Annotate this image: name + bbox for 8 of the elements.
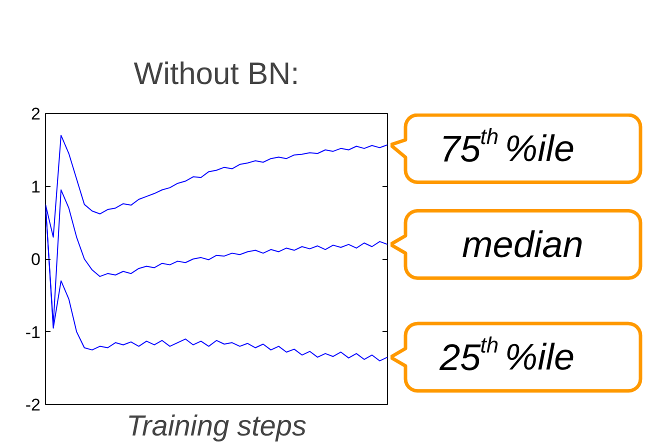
y-tick-label: 2 <box>31 104 41 124</box>
text: median <box>462 224 584 265</box>
y-tick-label: -2 <box>25 396 41 414</box>
y-tick-label: 1 <box>31 177 41 196</box>
x-axis-title: Training steps <box>126 410 307 442</box>
chart-title: Without BN: <box>134 56 300 91</box>
y-tick-label: 0 <box>31 250 41 269</box>
y-tick-label: -1 <box>25 322 41 342</box>
